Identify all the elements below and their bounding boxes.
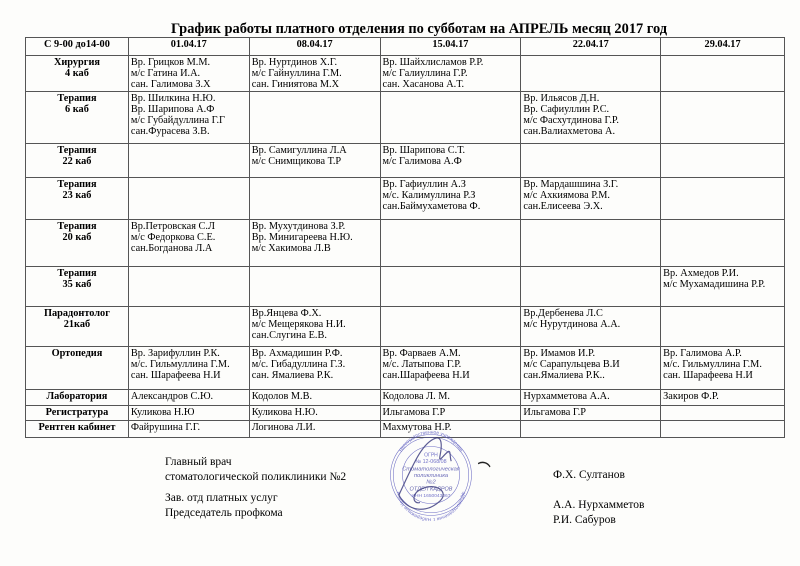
svg-text:ИНН 1650043067: ИНН 1650043067: [412, 493, 451, 499]
svg-text:№ 12-068/08: № 12-068/08: [415, 459, 446, 465]
svg-text:ОТДЕЛ КАДРОВ: ОТДЕЛ КАДРОВ: [410, 487, 453, 493]
svg-text:ОГРН: ОГРН: [424, 453, 438, 459]
svg-text:поликлиника: поликлиника: [414, 473, 449, 479]
svg-text:Негосударственное учреждение: Негосударственное учреждение: [398, 431, 463, 454]
svg-text:№2: №2: [426, 479, 436, 485]
